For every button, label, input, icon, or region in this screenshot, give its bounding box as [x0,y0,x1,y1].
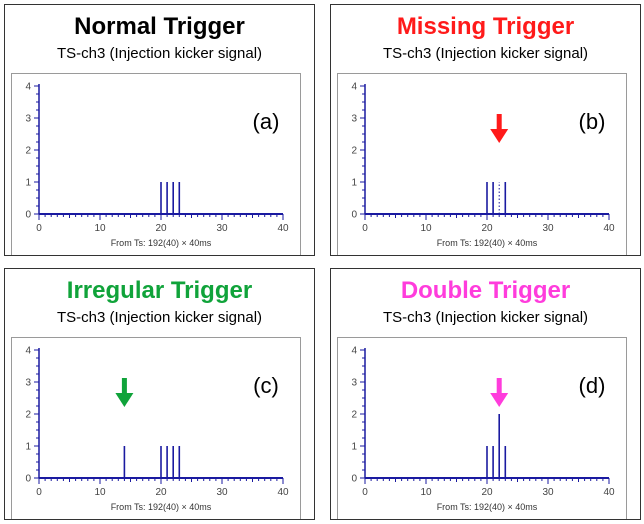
y-tick-label: 0 [25,474,31,485]
arrow-head [115,393,134,407]
y-tick-label: 4 [351,346,357,357]
panel-letter: (c) [253,373,279,398]
chart-panel-c: Irregular Trigger TS-ch3 (Injection kick… [4,268,315,520]
chart-panel-b: Missing Trigger TS-ch3 (Injection kicker… [330,4,641,256]
arrow-shaft [496,378,502,394]
x-tick-label: 30 [216,487,228,498]
x-tick-label: 0 [362,487,368,498]
chart-subtitle: TS-ch3 (Injection kicker signal) [382,45,589,62]
x-axis-label: From Ts: 192(40) × 40ms [111,238,212,248]
y-tick-label: 2 [25,410,31,421]
x-tick-label: 10 [94,487,106,498]
plot-area: 0 1 2 3 4 0 10 20 30 40 From Ts: 192(40) × 40ms (a) [11,73,301,255]
x-tick-label: 30 [542,487,554,498]
y-tick-label: 1 [25,442,31,453]
x-tick-label: 20 [155,487,167,498]
y-tick-label: 3 [25,378,31,389]
x-tick-label: 0 [36,223,42,234]
y-tick-label: 4 [25,346,31,357]
y-tick-label: 0 [351,474,357,485]
plot-area: 0 1 2 3 4 0 10 20 30 40 From Ts: 192(40) × 40ms (b) [337,73,627,255]
x-tick-label: 40 [603,223,615,234]
chart-subtitle: TS-ch3 (Injection kicker signal) [382,309,589,326]
x-tick-label: 40 [277,223,289,234]
x-tick-label: 20 [155,223,167,234]
arrow-shaft [496,114,502,130]
arrow-head [490,393,509,407]
x-tick-label: 20 [481,487,493,498]
x-tick-label: 10 [94,223,106,234]
y-tick-label: 2 [351,410,357,421]
panel-letter: (a) [253,109,280,134]
plot-area: 0 1 2 3 4 0 10 20 30 40 From Ts: 192(40) × 40ms (d) [337,337,627,519]
x-axis-label: From Ts: 192(40) × 40ms [111,502,212,512]
chart-panel-d: Double Trigger TS-ch3 (Injection kicker … [330,268,641,520]
plot-area: 0 1 2 3 4 0 10 20 30 40 From Ts: 192(40) × 40ms (c) [11,337,301,519]
y-tick-label: 4 [25,82,31,93]
arrow-head [490,129,509,143]
panel-letter: (d) [579,373,606,398]
y-tick-label: 1 [25,178,31,189]
arrow-shaft [121,378,127,394]
y-tick-label: 3 [351,378,357,389]
chart-title: Missing Trigger [396,13,575,40]
x-tick-label: 40 [277,487,289,498]
x-axis-label: From Ts: 192(40) × 40ms [437,502,538,512]
x-tick-label: 40 [603,487,615,498]
x-tick-label: 10 [420,223,432,234]
x-tick-label: 10 [420,487,432,498]
chart-subtitle: TS-ch3 (Injection kicker signal) [56,309,263,326]
panel-letter: (b) [579,109,606,134]
x-tick-label: 30 [216,223,228,234]
x-tick-label: 20 [481,223,493,234]
chart-subtitle: TS-ch3 (Injection kicker signal) [56,45,263,62]
y-tick-label: 0 [351,210,357,221]
chart-title: Double Trigger [400,277,571,304]
x-axis-label: From Ts: 192(40) × 40ms [437,238,538,248]
y-tick-label: 2 [351,146,357,157]
y-tick-label: 3 [351,114,357,125]
y-tick-label: 0 [25,210,31,221]
y-tick-label: 1 [351,442,357,453]
y-tick-label: 1 [351,178,357,189]
chart-title: Irregular Trigger [66,277,253,304]
y-tick-label: 2 [25,146,31,157]
chart-title: Normal Trigger [74,13,245,40]
x-tick-label: 0 [36,487,42,498]
x-tick-label: 30 [542,223,554,234]
x-tick-label: 0 [362,223,368,234]
y-tick-label: 3 [25,114,31,125]
chart-panel-a: Normal Trigger TS-ch3 (Injection kicker … [4,4,315,256]
y-tick-label: 4 [351,82,357,93]
